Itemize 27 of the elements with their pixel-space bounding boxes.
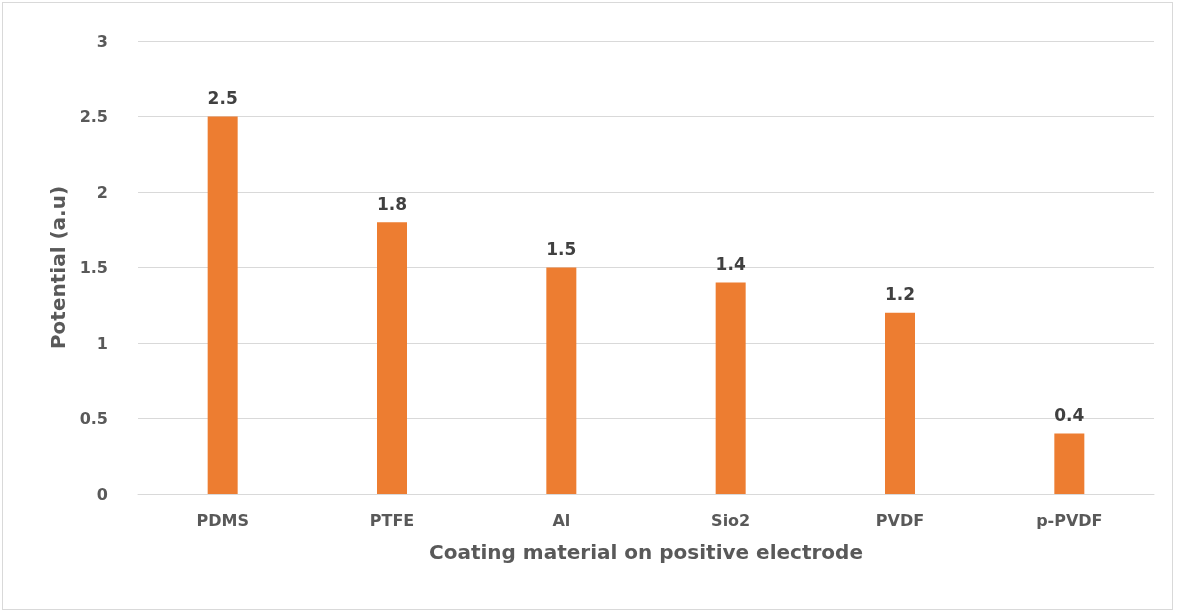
y-tick-label: 3 [96,31,108,51]
x-tick-label: Al [552,510,571,530]
bar [546,267,577,494]
y-tick-label: 2.5 [79,107,108,126]
x-axis-title: Coating material on positive electrode [429,540,863,564]
y-tick-label: 0.5 [79,409,108,428]
data-label: 0.4 [1054,405,1085,426]
data-label: 2.5 [207,88,238,108]
bar [1054,433,1085,494]
x-tick-label: p-PVDF [1036,510,1103,530]
x-tick-label: PDMS [196,510,249,530]
y-tick-label: 1.5 [79,258,108,277]
bar [207,116,238,494]
data-label: 1.5 [546,239,577,259]
bar [715,282,746,494]
x-tick-label: PVDF [875,510,925,530]
x-tick-label: Sio2 [711,510,751,530]
y-axis-title: Potential (a.u) [46,185,70,350]
y-tick-label: 2 [96,182,108,202]
data-label: 1.8 [376,193,408,214]
x-tick-label: PTFE [369,510,415,530]
y-tick-label: 1 [96,333,108,353]
bar [885,312,915,494]
bar [377,222,407,494]
data-label: 1.4 [715,254,746,275]
y-tick-label: 0 [96,484,108,504]
data-label: 1.2 [884,284,916,305]
